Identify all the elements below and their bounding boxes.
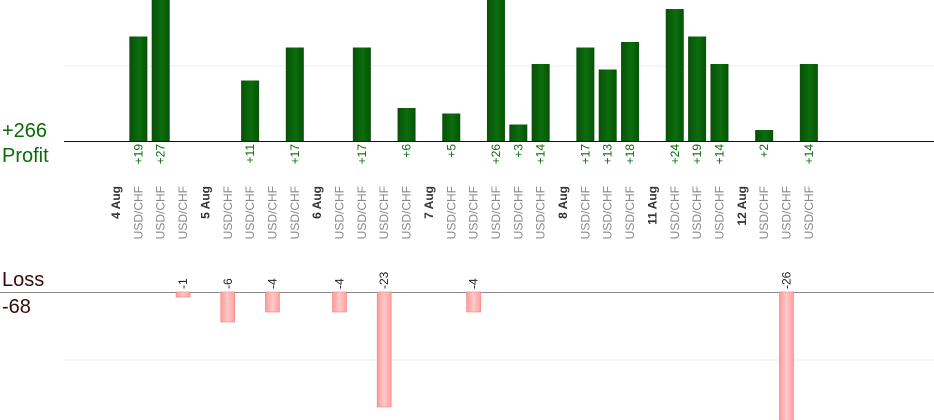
loss-bar (265, 291, 280, 313)
loss-value-label: -23 (377, 271, 391, 289)
profit-value-label: +2 (757, 144, 771, 158)
profit-value-label: +5 (444, 144, 458, 158)
loss-bar (332, 291, 347, 313)
pair-label: USD/CHF (780, 186, 794, 239)
profit-value-label: +14 (712, 144, 726, 165)
loss-value-label: -26 (780, 271, 794, 289)
loss-bar (376, 291, 392, 408)
profit-bar (755, 130, 774, 141)
profit-value-label: +26 (489, 144, 503, 165)
profit-bar (285, 47, 304, 141)
profit-value-label: +3 (511, 144, 525, 158)
pair-label: USD/CHF (668, 186, 682, 239)
pair-label: USD/CHF (400, 186, 414, 239)
profit-bar (397, 108, 416, 141)
pair-label: USD/CHF (690, 186, 704, 239)
profit-value-label: +24 (668, 144, 682, 165)
profit-value-label: +17 (578, 144, 592, 165)
loss-bar (220, 291, 236, 323)
pair-label: USD/CHF (154, 186, 168, 239)
pair-label: USD/CHF (265, 186, 279, 239)
loss-bar (466, 291, 481, 313)
day-label: 4 Aug (109, 186, 123, 219)
day-label: 6 Aug (310, 186, 324, 219)
profit-value-label: +17 (355, 144, 369, 165)
loss-value-label: -4 (333, 278, 347, 289)
pair-label: USD/CHF (467, 186, 481, 239)
profit-bar (710, 64, 729, 141)
loss-bar (175, 291, 191, 298)
day-label: 8 Aug (556, 186, 570, 219)
pair-label: USD/CHF (623, 186, 637, 239)
profit-bar (688, 36, 707, 141)
pair-label: USD/CHF (176, 186, 190, 239)
profit-value-label: +14 (534, 144, 548, 165)
pair-label: USD/CHF (221, 186, 235, 239)
pair-label: USD/CHF (757, 186, 771, 239)
pair-label: USD/CHF (288, 186, 302, 239)
profit-bar (531, 64, 550, 141)
profit-bar (598, 69, 617, 141)
pair-label: USD/CHF (355, 186, 369, 239)
pair-label: USD/CHF (534, 186, 548, 239)
loss-value-label: -6 (221, 278, 235, 289)
day-label: 5 Aug (198, 186, 212, 219)
pair-label: USD/CHF (489, 186, 503, 239)
pair-label: USD/CHF (511, 186, 525, 239)
profit-value-label: +18 (623, 144, 637, 165)
loss-value-label: -1 (176, 278, 190, 289)
profit-bar (665, 9, 684, 141)
profit-bar (241, 80, 260, 141)
profit-value-label: +19 (690, 144, 704, 165)
profit-bar (621, 42, 640, 141)
pair-label: USD/CHF (333, 186, 347, 239)
loss-bar (779, 291, 794, 420)
day-label: 7 Aug (422, 186, 436, 219)
pair-label: USD/CHF (712, 186, 726, 239)
pair-label: USD/CHF (444, 186, 458, 239)
profit-bar (509, 124, 528, 141)
pair-label: USD/CHF (377, 186, 391, 239)
day-label: 11 Aug (645, 186, 659, 225)
profit-bar (129, 36, 148, 141)
pair-label: USD/CHF (578, 186, 592, 239)
pair-label: USD/CHF (802, 186, 816, 239)
pair-label: USD/CHF (243, 186, 257, 239)
profit-value-label: +6 (400, 144, 414, 158)
profit-value-label: +19 (131, 144, 145, 165)
profit-value-label: +11 (243, 144, 257, 164)
loss-label: Loss (2, 269, 45, 291)
profit-total: +266 (2, 120, 48, 142)
profit-bar (442, 113, 461, 141)
profit-value-label: +13 (601, 144, 615, 165)
profit-value-label: +14 (802, 144, 816, 165)
labels-group: 4 Aug USD/CHF +19 USD/CHF +27 USD/CHF -1 5 Aug U… (109, 144, 816, 289)
profit-bar (352, 47, 371, 141)
profit-bar (576, 47, 595, 141)
profit-bar (799, 64, 818, 141)
pair-label: USD/CHF (131, 186, 145, 239)
day-label: 12 Aug (735, 186, 749, 226)
profit-bar (486, 0, 505, 141)
loss-value-label: -4 (467, 278, 481, 289)
bars-group (129, 0, 818, 420)
loss-total: -68 (2, 296, 31, 318)
profit-value-label: +27 (154, 144, 168, 165)
profit-bar (151, 0, 170, 141)
profit-value-label: +17 (288, 144, 302, 165)
pair-label: USD/CHF (601, 186, 615, 239)
loss-value-label: -4 (265, 278, 279, 289)
profit-label: Profit (2, 145, 49, 167)
